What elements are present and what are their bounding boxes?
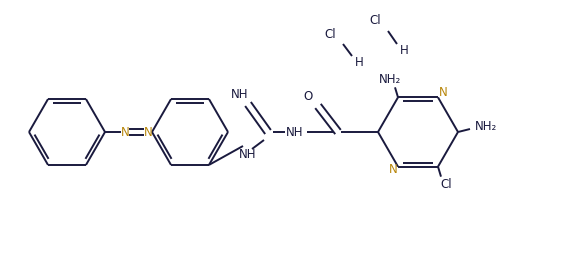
Text: N: N (144, 125, 153, 138)
Text: Cl: Cl (369, 14, 381, 27)
Text: NH: NH (231, 87, 249, 101)
Text: H: H (399, 43, 408, 56)
Text: N: N (438, 86, 447, 99)
Text: Cl: Cl (324, 27, 336, 40)
Text: NH: NH (286, 125, 304, 138)
Text: H: H (355, 56, 363, 69)
Text: N: N (389, 163, 397, 176)
Text: NH₂: NH₂ (379, 73, 401, 86)
Text: N: N (120, 125, 129, 138)
Text: Cl: Cl (440, 178, 452, 191)
Text: O: O (303, 89, 312, 103)
Text: NH₂: NH₂ (475, 120, 497, 134)
Text: NH: NH (239, 148, 257, 161)
